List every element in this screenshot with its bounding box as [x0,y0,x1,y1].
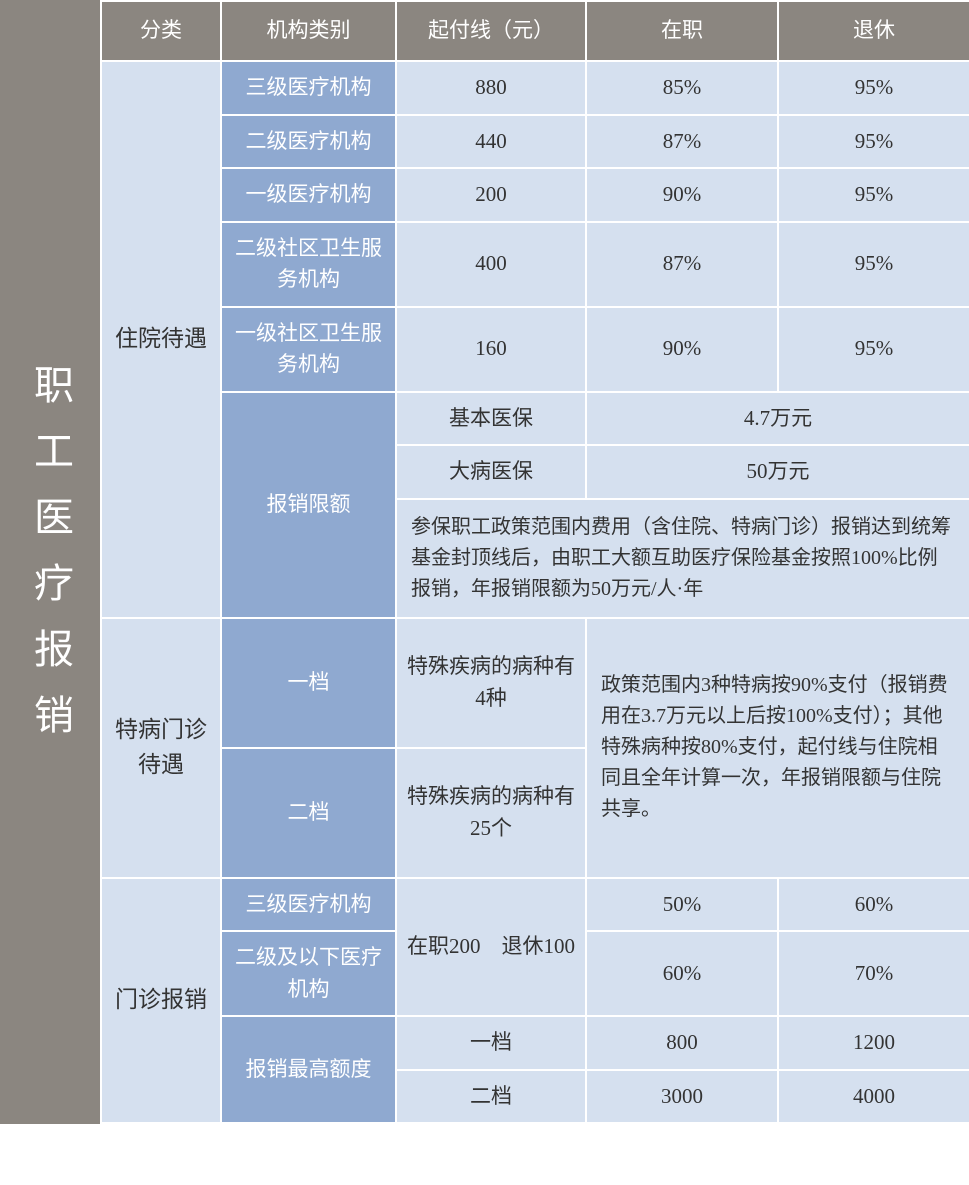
table-row: 住院待遇 三级医疗机构 880 85% 95% [101,61,969,115]
basic-label: 基本医保 [396,392,586,446]
emp-cell: 87% [586,222,778,307]
table-row: 特病门诊待遇 一档 特殊疾病的病种有4种 政策范围内3种特病按90%支付（报销费… [101,618,969,748]
col-employed: 在职 [586,1,778,61]
major-value: 50万元 [586,445,969,499]
inst-cell: 一级医疗机构 [221,168,396,222]
table-row: 报销限额 基本医保 4.7万元 [101,392,969,446]
table-row: 门诊报销 三级医疗机构 在职200 退休100 50% 60% [101,878,969,932]
ded-cell: 880 [396,61,586,115]
category-outpatient: 门诊报销 [101,878,221,1124]
inst-cell: 二级及以下医疗机构 [221,931,396,1016]
basic-value: 4.7万元 [586,392,969,446]
ret-cell: 70% [778,931,969,1016]
inst-cell: 二级医疗机构 [221,115,396,169]
special-policy: 政策范围内3种特病按90%支付（报销费用在3.7万元以上后按100%支付）；其他… [586,618,969,878]
ded-cell: 160 [396,307,586,392]
ret-cell: 95% [778,115,969,169]
vertical-title: 职工医疗报销 [0,0,100,1124]
ret-cell: 95% [778,307,969,392]
inst-cell: 一级社区卫生服务机构 [221,307,396,392]
out-max-label: 报销最高额度 [221,1016,396,1123]
ret-cell: 60% [778,878,969,932]
ded-cell: 200 [396,168,586,222]
max-emp: 800 [586,1016,778,1070]
tier1-label: 一档 [221,618,396,748]
emp-cell: 87% [586,115,778,169]
tier2-label: 二档 [221,748,396,878]
inst-cell: 三级医疗机构 [221,61,396,115]
table-row: 报销最高额度 一档 800 1200 [101,1016,969,1070]
max-ret: 4000 [778,1070,969,1124]
ret-cell: 95% [778,168,969,222]
hospital-note: 参保职工政策范围内费用（含住院、特病门诊）报销达到统筹基金封顶线后，由职工大额互… [396,499,969,618]
header-row: 分类 机构类别 起付线（元） 在职 退休 [101,1,969,61]
major-label: 大病医保 [396,445,586,499]
table-row: 二级医疗机构 440 87% 95% [101,115,969,169]
table-row: 一级医疗机构 200 90% 95% [101,168,969,222]
table-wrapper: 职工医疗报销 分类 机构类别 起付线（元） 在职 退休 住院待遇 三级医疗机构 … [0,0,969,1124]
tier2-desc: 特殊疾病的病种有25个 [396,748,586,878]
emp-cell: 50% [586,878,778,932]
max-tier: 一档 [396,1016,586,1070]
max-emp: 3000 [586,1070,778,1124]
out-ded-shared: 在职200 退休100 [396,878,586,1017]
category-special: 特病门诊待遇 [101,618,221,878]
ret-cell: 95% [778,61,969,115]
reimbursement-table: 分类 机构类别 起付线（元） 在职 退休 住院待遇 三级医疗机构 880 85%… [100,0,969,1124]
emp-cell: 90% [586,168,778,222]
max-ret: 1200 [778,1016,969,1070]
emp-cell: 60% [586,931,778,1016]
col-category: 分类 [101,1,221,61]
emp-cell: 85% [586,61,778,115]
ded-cell: 400 [396,222,586,307]
max-tier: 二档 [396,1070,586,1124]
inst-cell: 二级社区卫生服务机构 [221,222,396,307]
table-row: 二级社区卫生服务机构 400 87% 95% [101,222,969,307]
category-hospital: 住院待遇 [101,61,221,618]
col-retired: 退休 [778,1,969,61]
emp-cell: 90% [586,307,778,392]
limit-label: 报销限额 [221,392,396,618]
tier1-desc: 特殊疾病的病种有4种 [396,618,586,748]
col-institution: 机构类别 [221,1,396,61]
inst-cell: 三级医疗机构 [221,878,396,932]
ret-cell: 95% [778,222,969,307]
table-row: 一级社区卫生服务机构 160 90% 95% [101,307,969,392]
col-deductible: 起付线（元） [396,1,586,61]
ded-cell: 440 [396,115,586,169]
